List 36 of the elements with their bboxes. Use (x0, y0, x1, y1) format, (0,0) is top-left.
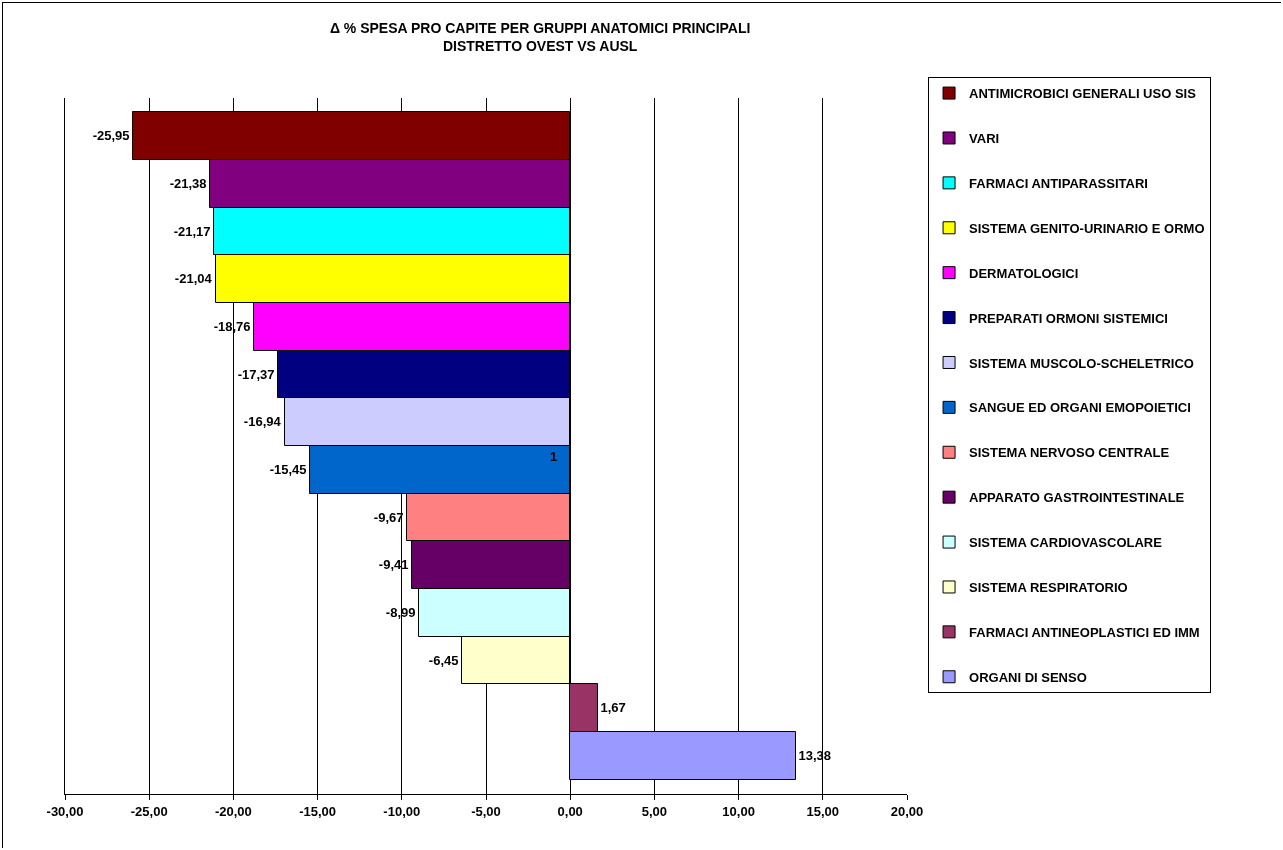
data-label: 1,67 (600, 700, 626, 715)
data-label: -17,37 (237, 366, 275, 382)
legend-label: FARMACI ANTINEOPLASTICI ED IMM (969, 624, 1200, 640)
legend-label: PREPARATI ORMONI SISTEMICI (969, 310, 1168, 326)
legend-label: APPARATO GASTROINTESTINALE (969, 490, 1185, 506)
chart-title: Δ % SPESA PRO CAPITE PER GRUPPI ANATOMICI PRINCIPALI DISTRETTO OVEST VS AUSL (329, 19, 751, 54)
legend-label: VARI (969, 131, 1000, 147)
x-tick-label: -30,00 (46, 803, 84, 819)
legend-label: DERMATOLOGICI (969, 265, 1079, 281)
x-tick-label: -5,00 (471, 803, 501, 819)
data-label: -16,94 (243, 414, 282, 429)
legend-label: ORGANI DI SENSO (969, 669, 1087, 685)
legend-label: SISTEMA MUSCOLO-SCHELETRICO (969, 355, 1194, 371)
legend-label: SISTEMA RESPIRATORIO (969, 580, 1128, 596)
x-tick-label: 5,00 (641, 803, 668, 819)
x-tick-label: -25,00 (130, 803, 168, 819)
data-label: -21,04 (174, 271, 213, 286)
data-label: -6,45 (428, 652, 459, 668)
x-tick-label: 15,00 (806, 803, 840, 819)
legend-label: ANTIMICROBICI GENERALI USO SIS (969, 86, 1197, 102)
x-tick-label: 20,00 (890, 803, 924, 819)
legend-label: SISTEMA NERVOSO CENTRALE (969, 445, 1170, 461)
legend-label: SISTEMA CARDIOVASCOLARE (969, 535, 1163, 551)
legend-label: SISTEMA GENITO-URINARIO E ORMO (969, 220, 1205, 236)
x-tick-label: -20,00 (214, 803, 252, 819)
legend-label: SANGUE ED ORGANI EMOPOIETICI (969, 400, 1191, 416)
x-tick-label: 10,00 (722, 803, 755, 819)
data-label: -15,45 (269, 462, 307, 477)
data-label: -21,38 (169, 176, 207, 191)
x-tick-label: -10,00 (383, 803, 421, 819)
data-label: -21,17 (173, 223, 211, 239)
annotation: 1 (550, 449, 558, 464)
x-tick-label: 0,00 (557, 803, 583, 819)
legend-label: FARMACI ANTIPARASSITARI (969, 175, 1148, 191)
x-tick-label: -15,00 (299, 803, 337, 819)
data-label: -25,95 (92, 128, 130, 143)
